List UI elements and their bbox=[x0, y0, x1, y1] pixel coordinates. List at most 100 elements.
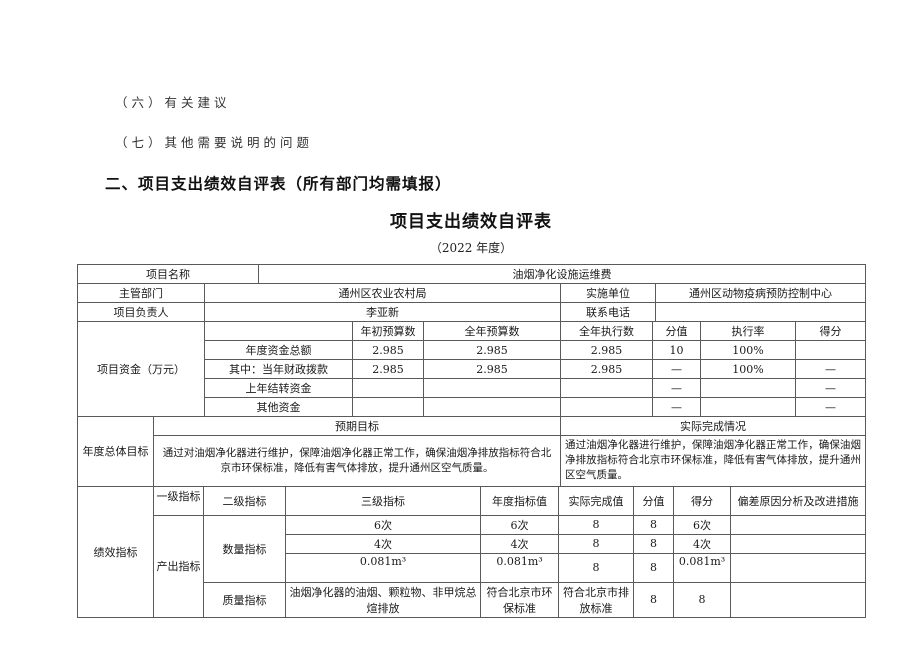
indicators-level2-quality: 质量指标 bbox=[203, 581, 286, 618]
indicators-level2-quantity: 数量指标 bbox=[203, 514, 286, 583]
indicator-cell: 4次 bbox=[480, 533, 559, 554]
indicator-cell bbox=[730, 581, 866, 618]
indicator-cell: 8 bbox=[558, 552, 634, 583]
goal-actual-text: 通过油烟净化器进行维护，保障油烟净化器正常工作，确保油烟净排放指标符合北京市环保… bbox=[560, 435, 866, 487]
funding-header-initial: 年初预算数 bbox=[352, 321, 424, 341]
indicators-header-level2: 二级指标 bbox=[203, 485, 286, 516]
indicator-cell: 8 bbox=[633, 514, 674, 535]
indicators-header-actual: 实际完成值 bbox=[558, 485, 634, 516]
section-heading: 二、项目支出绩效自评表（所有部门均需填报） bbox=[105, 176, 452, 193]
indicator-cell bbox=[730, 514, 866, 535]
impl-unit-value: 通州区动物疫病预防控制中心 bbox=[654, 283, 867, 303]
funding-cell: 100% bbox=[700, 340, 796, 360]
funding-row-label: 年度资金总额 bbox=[204, 340, 353, 360]
impl-unit-label: 实施单位 bbox=[560, 283, 656, 303]
indicator-cell: 6次 bbox=[285, 514, 481, 535]
table-title: 项目支出绩效自评表 bbox=[390, 212, 552, 231]
funding-header-blank bbox=[204, 321, 353, 341]
funding-cell bbox=[560, 378, 653, 398]
leader-value: 李亚新 bbox=[204, 302, 561, 322]
funding-cell bbox=[700, 397, 796, 417]
indicator-cell: 油烟净化器的油烟、颗粒物、非甲烷总煊排放 bbox=[285, 581, 481, 618]
indicators-header-level1: 一级指标 bbox=[153, 485, 204, 516]
project-name-label: 项目名称 bbox=[77, 264, 259, 284]
funding-cell bbox=[423, 397, 561, 417]
goal-expected-text: 通过对油烟净化器进行维护，保障油烟净化器正常工作，确保油烟净排放指标符合北京市环… bbox=[153, 435, 561, 487]
table-subtitle: （2022 年度） bbox=[429, 241, 513, 255]
funding-row-label: 其中：当年财政拨款 bbox=[204, 359, 353, 379]
indicator-cell: 4次 bbox=[673, 533, 731, 554]
indicator-row-quality: 质量指标 油烟净化器的油烟、颗粒物、非甲烷总煊排放 符合北京市环保标准 符合北京… bbox=[78, 581, 866, 618]
funding-header-score: 得分 bbox=[795, 321, 866, 341]
indicator-cell: 8 bbox=[633, 533, 674, 554]
info-table: 项目名称 油烟净化设施运维费 主管部门 通州区农业农村局 实施单位 通州区动物疫… bbox=[77, 264, 867, 322]
indicators-level1-output: 产出指标 bbox=[153, 514, 204, 618]
funding-row-other: 其他资金 — — bbox=[78, 397, 866, 417]
funding-cell bbox=[700, 378, 796, 398]
phone-label: 联系电话 bbox=[560, 302, 656, 322]
funding-cell bbox=[352, 378, 424, 398]
goal-expected-header: 预期目标 bbox=[153, 416, 561, 436]
indicator-cell: 0.081m³ bbox=[285, 552, 481, 583]
indicator-cell bbox=[730, 552, 866, 583]
funding-cell: 2.985 bbox=[560, 359, 653, 379]
indicator-cell: 8 bbox=[558, 533, 634, 554]
indicator-cell: 8 bbox=[673, 581, 731, 618]
funding-row-label: 其他资金 bbox=[204, 397, 353, 417]
funding-row-fiscal: 其中：当年财政拨款 2.985 2.985 2.985 — 100% — bbox=[78, 359, 866, 379]
funding-cell: 2.985 bbox=[560, 340, 653, 360]
goal-table: 年度总体目标 预期目标 实际完成情况 通过对油烟净化器进行维护，保障油烟净化器正… bbox=[77, 416, 866, 487]
indicator-cell: 6次 bbox=[673, 514, 731, 535]
intro-line-7: （七）其他需要说明的问题 bbox=[115, 135, 314, 150]
funding-cell: 2.985 bbox=[352, 359, 424, 379]
funding-header-rate: 执行率 bbox=[700, 321, 796, 341]
funding-cell: — bbox=[795, 359, 866, 379]
indicator-cell bbox=[730, 533, 866, 554]
funding-cell: — bbox=[795, 397, 866, 417]
indicator-cell: 8 bbox=[633, 552, 674, 583]
funding-cell: 100% bbox=[700, 359, 796, 379]
funding-cell bbox=[560, 397, 653, 417]
indicators-label: 绩效指标 bbox=[77, 485, 154, 618]
funding-row-carryover: 上年结转资金 — — bbox=[78, 378, 866, 398]
funding-header-executed: 全年执行数 bbox=[560, 321, 653, 341]
funding-label: 项目资金（万元） bbox=[77, 321, 205, 417]
funding-header-annual: 全年预算数 bbox=[423, 321, 561, 341]
funding-row-total: 年度资金总额 2.985 2.985 2.985 10 100% bbox=[78, 340, 866, 360]
phone-value bbox=[654, 302, 867, 322]
funding-header-points: 分值 bbox=[652, 321, 701, 341]
funding-cell: — bbox=[795, 378, 866, 398]
goal-label: 年度总体目标 bbox=[77, 416, 154, 487]
indicator-cell: 8 bbox=[633, 581, 674, 618]
indicators-header-deviation: 偏差原因分析及改进措施 bbox=[730, 485, 866, 516]
indicator-cell: 6次 bbox=[480, 514, 559, 535]
goal-actual-header: 实际完成情况 bbox=[560, 416, 866, 436]
funding-cell bbox=[795, 340, 866, 360]
indicator-row-quantity-3: 0.081m³ 0.081m³ 8 8 0.081m³ bbox=[78, 552, 866, 583]
funding-table: 项目资金（万元） 年初预算数 全年预算数 全年执行数 分值 执行率 得分 年度资… bbox=[77, 321, 866, 417]
funding-cell bbox=[352, 397, 424, 417]
funding-row-label: 上年结转资金 bbox=[204, 378, 353, 398]
indicator-cell: 8 bbox=[558, 514, 634, 535]
funding-cell: — bbox=[652, 397, 701, 417]
indicator-cell: 0.081m³ bbox=[673, 552, 731, 583]
funding-cell: 2.985 bbox=[423, 340, 561, 360]
leader-label: 项目负责人 bbox=[77, 302, 205, 322]
indicators-header-points: 分值 bbox=[633, 485, 674, 516]
dept-label: 主管部门 bbox=[77, 283, 205, 303]
intro-line-6: （六）有关建议 bbox=[115, 95, 231, 110]
indicator-cell: 符合北京市环保标准 bbox=[480, 581, 559, 618]
funding-cell: — bbox=[652, 378, 701, 398]
funding-cell: 10 bbox=[652, 340, 701, 360]
document-page: （六）有关建议 （七）其他需要说明的问题 二、项目支出绩效自评表（所有部门均需填… bbox=[77, 95, 867, 618]
indicators-header-target: 年度指标值 bbox=[480, 485, 559, 516]
funding-cell: 2.985 bbox=[423, 359, 561, 379]
indicators-table: 绩效指标 一级指标 二级指标 三级指标 年度指标值 实际完成值 分值 得分 偏差… bbox=[77, 485, 866, 618]
indicator-row-quantity-1: 产出指标 数量指标 6次 6次 8 8 6次 bbox=[78, 514, 866, 618]
funding-cell bbox=[423, 378, 561, 398]
indicator-cell: 符合北京市排放标准 bbox=[558, 581, 634, 618]
indicator-cell: 4次 bbox=[285, 533, 481, 554]
funding-cell: 2.985 bbox=[352, 340, 424, 360]
indicators-header-level3: 三级指标 bbox=[285, 485, 481, 516]
dept-value: 通州区农业农村局 bbox=[204, 283, 561, 303]
